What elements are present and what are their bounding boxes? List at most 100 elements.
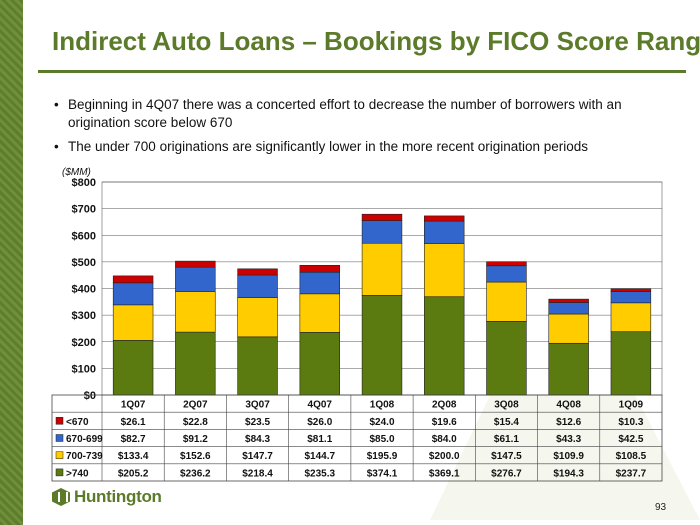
data-label: $152.6 (180, 451, 211, 462)
data-label: $235.3 (304, 468, 335, 479)
data-label: $133.4 (118, 451, 149, 462)
bar-segment-670-699 (610, 291, 652, 304)
data-table-border (51, 394, 663, 482)
bar-segment-740 (486, 321, 527, 396)
bar-segment-700-739 (548, 313, 589, 344)
legend-swatch (55, 417, 64, 425)
bar-segment-670 (237, 268, 278, 276)
logo-icon (52, 488, 70, 506)
left-decorative-band (0, 0, 23, 525)
data-label: $237.7 (616, 468, 647, 479)
x-category-label: 4Q08 (556, 400, 581, 411)
bar-segment-670-699 (548, 302, 589, 315)
data-label: $374.1 (367, 468, 398, 479)
data-label: $194.3 (553, 468, 584, 479)
bar-segment-740 (112, 340, 154, 396)
bar-segment-700-739 (237, 297, 278, 338)
data-label: $12.6 (556, 417, 581, 428)
bar-segment-670 (299, 265, 340, 273)
y-tick-label: $200 (72, 337, 96, 349)
data-label: $26.0 (307, 417, 332, 428)
legend-label: 700-739 (66, 451, 103, 462)
bar-segment-740 (237, 336, 278, 396)
bar-segment-700-739 (361, 242, 403, 296)
data-label: $144.7 (304, 451, 335, 462)
data-label: $22.8 (183, 417, 208, 428)
y-tick-label: $0 (84, 390, 96, 402)
bar-segment-740 (424, 296, 465, 396)
data-label: $147.7 (242, 451, 273, 462)
page-number: 93 (655, 502, 667, 513)
data-label: $24.0 (369, 417, 394, 428)
huntington-logo: Huntington (52, 486, 162, 508)
data-label: $81.1 (307, 434, 332, 445)
bar-segment-670 (175, 260, 216, 268)
data-label: $108.5 (616, 451, 647, 462)
bar-segment-670-699 (175, 266, 216, 292)
y-tick-label: $600 (72, 230, 96, 242)
legend-label: >740 (66, 468, 89, 479)
data-label: $276.7 (491, 468, 522, 479)
data-label: $43.3 (556, 434, 581, 445)
data-label: $369.1 (429, 468, 460, 479)
data-label: $15.4 (494, 417, 519, 428)
bar-segment-670-699 (299, 271, 340, 295)
data-label: $82.7 (121, 434, 146, 445)
bar-segment-670-699 (361, 220, 403, 244)
data-label: $236.2 (180, 468, 211, 479)
x-category-label: 1Q09 (619, 400, 644, 411)
data-label: $85.0 (369, 434, 394, 445)
bar-segment-670 (610, 288, 652, 292)
bar-segment-700-739 (424, 243, 465, 298)
bar-segment-670 (112, 275, 154, 284)
data-label: $10.3 (618, 417, 643, 428)
bar-segment-670 (424, 215, 465, 222)
logo-text: Huntington (74, 487, 162, 506)
bar-segment-740 (299, 332, 340, 396)
x-category-label: 4Q07 (308, 400, 333, 411)
data-label: $84.3 (245, 434, 270, 445)
y-tick-label: $300 (72, 310, 96, 322)
bullet-list: Beginning in 4Q07 there was a concerted … (52, 96, 672, 162)
data-label: $42.5 (618, 434, 643, 445)
y-tick-label: $400 (72, 284, 96, 296)
data-label: $200.0 (429, 451, 460, 462)
title-rule (38, 70, 686, 73)
x-category-label: 1Q08 (370, 400, 395, 411)
data-label: $91.2 (183, 434, 208, 445)
x-category-label: 2Q07 (183, 400, 208, 411)
data-label: $19.6 (432, 417, 457, 428)
x-category-label: 3Q07 (245, 400, 270, 411)
bar-segment-670 (361, 213, 403, 221)
y-tick-label: $100 (72, 363, 96, 375)
data-label: $147.5 (491, 451, 522, 462)
unit-label: ($MM) (62, 167, 91, 178)
data-label: $84.0 (432, 434, 457, 445)
legend-swatch (55, 434, 64, 442)
y-tick-label: $800 (72, 177, 96, 189)
data-label: $195.9 (367, 451, 398, 462)
data-label: $23.5 (245, 417, 270, 428)
data-label: $26.1 (121, 417, 146, 428)
bar-segment-700-739 (175, 291, 216, 333)
x-category-label: 1Q07 (121, 400, 146, 411)
bar-segment-740 (361, 295, 403, 396)
bar-segment-700-739 (299, 293, 340, 333)
data-label: $61.1 (494, 434, 519, 445)
x-category-label: 3Q08 (494, 400, 519, 411)
legend-label: <670 (66, 417, 89, 428)
page-title: Indirect Auto Loans – Bookings by FICO S… (52, 26, 700, 56)
bar-segment-670-699 (486, 265, 527, 283)
bar-segment-670 (548, 298, 589, 303)
bar-segment-740 (175, 331, 216, 396)
data-label: $109.9 (553, 451, 584, 462)
bar-segment-700-739 (112, 304, 154, 341)
data-label: $218.4 (242, 468, 273, 479)
bar-segment-700-739 (486, 281, 527, 322)
y-tick-label: $700 (72, 204, 96, 216)
legend-label: 670-699 (66, 434, 103, 445)
bullet-item: Beginning in 4Q07 there was a concerted … (52, 96, 672, 132)
bullet-item: The under 700 originations are significa… (52, 138, 672, 156)
bar-segment-670-699 (112, 282, 154, 306)
